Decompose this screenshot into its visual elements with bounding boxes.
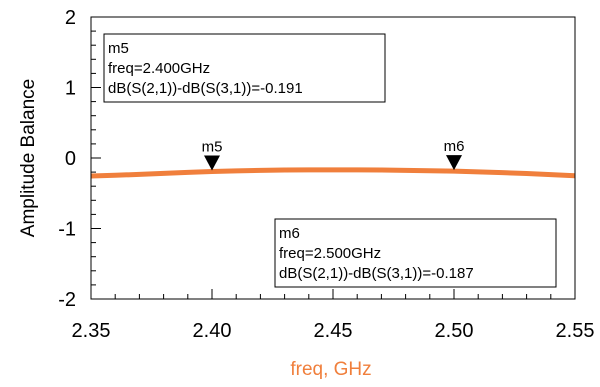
marker-box-m5-line-2: freq=2.400GHz bbox=[108, 60, 210, 77]
y-tick-label: 0 bbox=[65, 148, 76, 170]
x-tick-label: 2.50 bbox=[435, 320, 474, 342]
x-axis-title: freq, GHz bbox=[290, 359, 371, 380]
series-line bbox=[90, 167, 576, 179]
marker-m6-triangle bbox=[446, 155, 462, 171]
marker-m6-label: m6 bbox=[444, 138, 465, 155]
y-tick-label: -2 bbox=[58, 289, 76, 311]
marker-box-m5: m5 freq=2.400GHz dB(S(2,1))-dB(S(3,1))=-… bbox=[103, 33, 386, 103]
x-tick-label: 2.40 bbox=[193, 320, 232, 342]
y-tick-label: -1 bbox=[58, 219, 76, 241]
x-tick-label: 2.35 bbox=[72, 320, 111, 342]
y-axis-title: Amplitude Balance bbox=[18, 79, 39, 237]
marker-box-m6-line-3: dB(S(2,1))-dB(S(3,1))=-0.187 bbox=[279, 265, 474, 282]
plot-frame bbox=[90, 16, 576, 300]
marker-box-m5-line-1: m5 bbox=[108, 40, 129, 57]
marker-m5-triangle bbox=[204, 155, 220, 171]
marker-box-m6-line-2: freq=2.500GHz bbox=[279, 245, 381, 262]
series-layer bbox=[90, 167, 576, 179]
x-tick-label: 2.55 bbox=[556, 320, 595, 342]
marker-box-m6-line-1: m6 bbox=[279, 225, 300, 242]
markers-layer: m5 m6 bbox=[202, 138, 465, 171]
y-tick-label: 1 bbox=[65, 78, 76, 100]
marker-box-m6-frame bbox=[274, 218, 557, 288]
y-tick-label: 2 bbox=[65, 7, 76, 29]
marker-box-m6: m6 freq=2.500GHz dB(S(2,1))-dB(S(3,1))=-… bbox=[274, 218, 557, 288]
x-tick-label: 2.45 bbox=[314, 320, 353, 342]
marker-box-m5-frame bbox=[103, 33, 386, 103]
marker-m5-label: m5 bbox=[202, 138, 223, 155]
marker-box-m5-line-3: dB(S(2,1))-dB(S(3,1))=-0.191 bbox=[108, 80, 303, 97]
tick-labels: 2.35 2.40 2.45 2.50 2.55 2 1 0 -1 -2 bbox=[58, 7, 594, 342]
